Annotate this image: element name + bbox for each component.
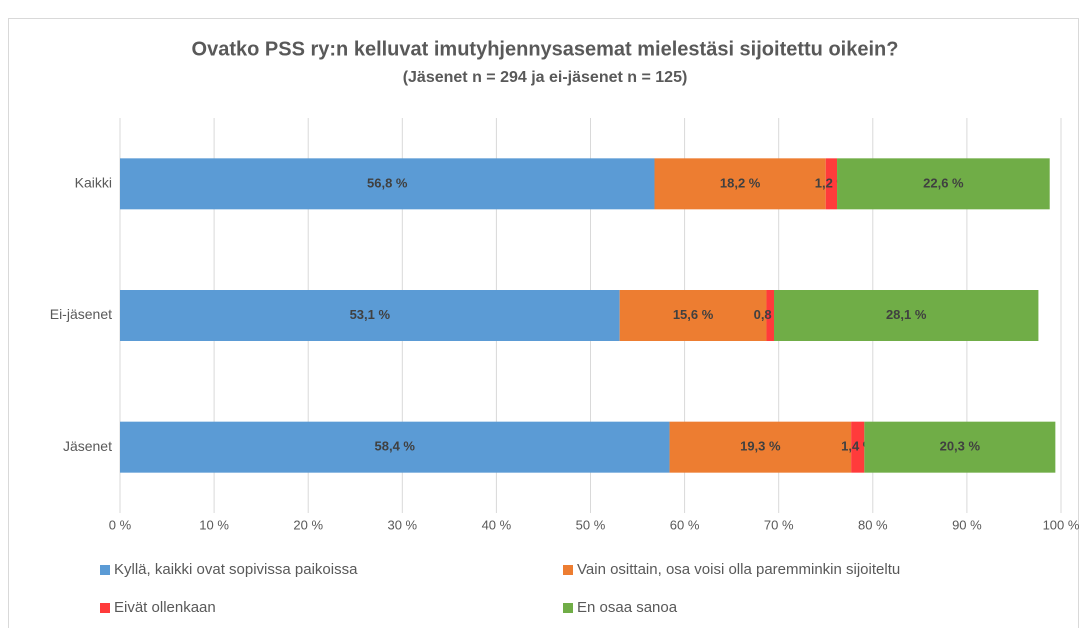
data-label: 56,8 % <box>367 175 408 190</box>
data-label: 53,1 % <box>350 307 391 322</box>
y-tick-label: Ei-jäsenet <box>50 306 112 322</box>
bar-segment <box>773 290 1039 341</box>
legend-label: Eivät ollenkaan <box>114 599 216 616</box>
legend-swatch <box>563 565 573 575</box>
bar-segment <box>766 290 774 341</box>
x-tick-label: 0 % <box>109 517 132 532</box>
y-tick-label: Jäsenet <box>63 438 112 454</box>
x-tick-label: 90 % <box>952 517 982 532</box>
x-tick-label: 70 % <box>764 517 794 532</box>
data-label: 58,4 % <box>375 439 416 454</box>
bar-segment <box>120 290 620 341</box>
x-tick-label: 40 % <box>482 517 512 532</box>
legend-swatch <box>563 603 573 613</box>
bar-segment <box>120 158 655 210</box>
x-tick-label: 20 % <box>293 517 323 532</box>
legend-swatch <box>100 565 110 575</box>
data-label: 15,6 % <box>673 307 714 322</box>
bar-segment <box>120 421 670 473</box>
chart-title: Ovatko PSS ry:n kelluvat imutyhjennysase… <box>192 38 899 60</box>
data-label: 22,6 % <box>923 175 964 190</box>
legend-label: En osaa sanoa <box>577 599 678 616</box>
data-label: 20,3 % <box>940 439 981 454</box>
bar-segment <box>837 158 1050 210</box>
legend-label: Vain osittain, osa voisi olla paremminki… <box>577 561 900 578</box>
legend-label: Kyllä, kaikki ovat sopivissa paikoissa <box>114 561 358 578</box>
chart-subtitle: (Jäsenet n = 294 ja ei-jäsenet n = 125) <box>403 69 688 86</box>
bar-segment <box>669 421 852 473</box>
data-label: 28,1 % <box>886 307 927 322</box>
x-tick-label: 80 % <box>858 517 888 532</box>
x-tick-label: 10 % <box>199 517 229 532</box>
x-tick-label: 100 % <box>1043 517 1080 532</box>
x-tick-label: 60 % <box>670 517 700 532</box>
bar-segment <box>619 290 767 341</box>
bar-segment <box>851 421 865 473</box>
legend-swatch <box>100 603 110 613</box>
bar-segment <box>825 158 838 210</box>
data-label: 19,3 % <box>740 439 781 454</box>
x-tick-label: 30 % <box>387 517 417 532</box>
x-tick-label: 50 % <box>576 517 606 532</box>
bar-segment <box>864 421 1056 473</box>
bar-segment <box>654 158 826 210</box>
data-label: 18,2 % <box>720 175 761 190</box>
y-tick-label: Kaikki <box>75 175 112 191</box>
